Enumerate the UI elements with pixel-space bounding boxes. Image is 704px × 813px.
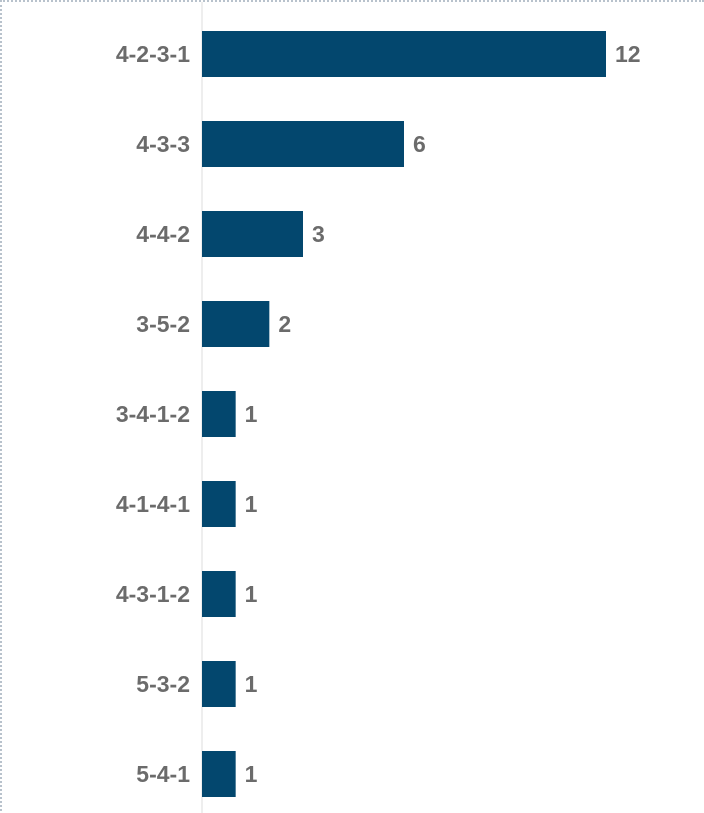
data-label: 1 bbox=[245, 401, 258, 427]
data-label: 2 bbox=[278, 311, 291, 337]
category-label: 4-1-4-1 bbox=[116, 491, 190, 517]
bar-row: 4-3-1-2 1 bbox=[116, 571, 258, 617]
bar-row: 3-5-2 2 bbox=[136, 301, 291, 347]
bar-row: 5-4-1 1 bbox=[136, 751, 258, 797]
category-label: 4-3-3 bbox=[136, 131, 190, 157]
data-label: 1 bbox=[245, 671, 258, 697]
bar-row: 4-3-3 6 bbox=[136, 121, 426, 167]
data-label: 6 bbox=[413, 131, 426, 157]
data-label: 1 bbox=[245, 491, 258, 517]
bar-row: 3-4-1-2 1 bbox=[116, 391, 258, 437]
category-label: 4-2-3-1 bbox=[116, 41, 190, 67]
data-label: 3 bbox=[312, 221, 325, 247]
bar-row: 4-1-4-1 1 bbox=[116, 481, 258, 527]
category-label: 4-4-2 bbox=[136, 221, 190, 247]
bar bbox=[202, 391, 236, 437]
category-label: 4-3-1-2 bbox=[116, 581, 190, 607]
bar bbox=[202, 571, 236, 617]
bar bbox=[202, 481, 236, 527]
bar-row: 4-2-3-1 12 bbox=[116, 31, 641, 77]
category-label: 3-5-2 bbox=[136, 311, 190, 337]
category-label: 5-3-2 bbox=[136, 671, 190, 697]
bar bbox=[202, 661, 236, 707]
data-label: 1 bbox=[245, 581, 258, 607]
bar bbox=[202, 121, 404, 167]
bar bbox=[202, 751, 236, 797]
bar bbox=[202, 211, 303, 257]
data-label: 12 bbox=[615, 41, 641, 67]
bar-row: 4-4-2 3 bbox=[136, 211, 325, 257]
bar bbox=[202, 301, 270, 347]
category-label: 5-4-1 bbox=[136, 761, 190, 787]
bar-row: 5-3-2 1 bbox=[136, 661, 258, 707]
bar bbox=[202, 31, 606, 77]
bars-group: 4-2-3-1 124-3-3 64-4-2 33-5-2 23-4-1-2 14-1-4… bbox=[116, 31, 641, 797]
data-label: 1 bbox=[245, 761, 258, 787]
category-label: 3-4-1-2 bbox=[116, 401, 190, 427]
